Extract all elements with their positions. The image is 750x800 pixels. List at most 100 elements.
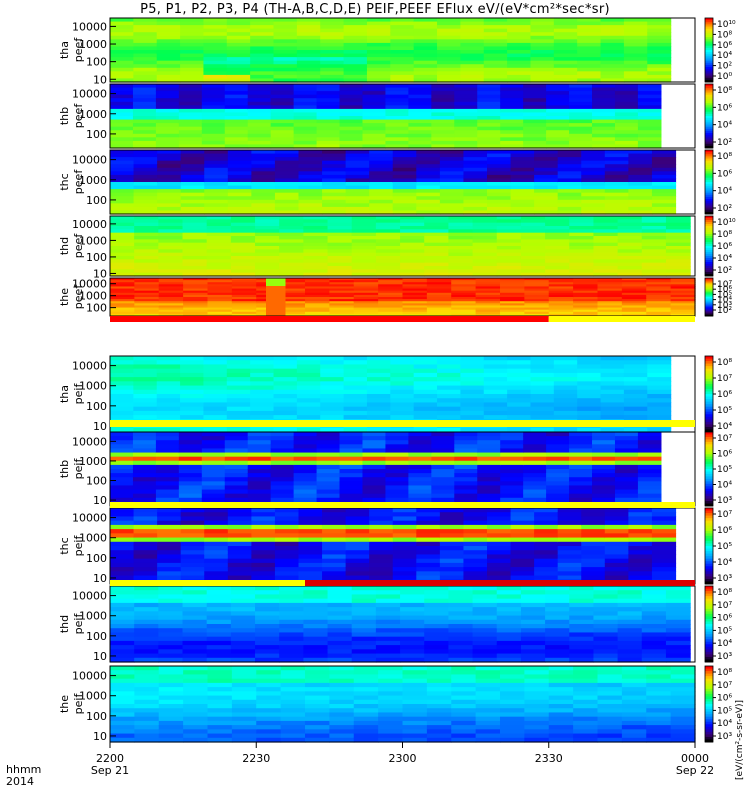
heatmap-cell: [416, 167, 441, 172]
heatmap-cell: [132, 84, 157, 89]
heatmap-cell: [500, 712, 525, 718]
heatmap-cell: [451, 292, 477, 296]
heatmap-cell: [329, 699, 355, 705]
heatmap-cell: [133, 520, 158, 526]
heatmap-cell: [534, 192, 559, 197]
heatmap-cell: [520, 242, 546, 247]
heatmap-cell: [665, 594, 691, 600]
heatmap-cell: [182, 653, 208, 659]
heatmap-cell: [646, 311, 672, 315]
heatmap-cell: [617, 262, 643, 267]
colorbar-step: [705, 381, 713, 385]
heatmap-cell: [614, 123, 639, 128]
colorbar-step: [705, 566, 713, 570]
heatmap-cell: [378, 288, 404, 292]
heatmap-cell: [351, 611, 377, 617]
heatmap-cell: [569, 632, 595, 638]
colorbar-step: [705, 368, 713, 372]
heatmap-cell: [133, 46, 158, 51]
heatmap-cell: [641, 611, 667, 617]
heatmap-cell: [293, 464, 318, 470]
heatmap-cell: [460, 32, 485, 37]
heatmap-cell: [247, 432, 272, 437]
heatmap-cell: [426, 307, 452, 311]
heatmap-cell: [573, 288, 599, 292]
heatmap-cell: [369, 537, 394, 543]
colorbar-step: [705, 313, 713, 316]
heatmap-cell: [378, 695, 404, 701]
heatmap-cell: [617, 590, 643, 596]
heatmap-cell: [577, 410, 602, 416]
heatmap-cell: [157, 210, 182, 215]
colorbar-step: [705, 676, 713, 680]
heatmap-cell: [523, 481, 547, 487]
heatmap-cell: [110, 288, 135, 292]
heatmap-cell: [408, 489, 432, 495]
heatmap-cell: [339, 137, 364, 142]
heatmap-cell: [256, 720, 282, 726]
heatmap-cell: [454, 440, 478, 445]
heatmap-cell: [413, 398, 438, 404]
heatmap-cell: [400, 619, 425, 625]
heatmap-cell: [451, 699, 477, 705]
heatmap-cell: [247, 448, 272, 454]
heatmap-cell: [621, 282, 647, 285]
heatmap-cell: [534, 554, 559, 560]
heatmap-cell: [203, 381, 228, 387]
colorbar-step: [705, 421, 713, 425]
heatmap-cell: [279, 229, 304, 234]
heatmap-cell: [230, 586, 256, 591]
heatmap-cell: [646, 278, 672, 281]
heatmap-cell: [500, 126, 524, 131]
heatmap-cell: [641, 628, 667, 634]
heatmap-cell: [665, 611, 691, 617]
heatmap-cell: [614, 469, 639, 474]
colorbar-step: [705, 303, 713, 306]
heatmap-cell: [339, 140, 364, 146]
heatmap-cell: [454, 108, 478, 114]
heatmap-cell: [329, 309, 355, 313]
colorbar-step: [705, 169, 713, 172]
heatmap-cell: [303, 272, 329, 277]
heatmap-cell: [597, 666, 623, 671]
heatmap-cell: [230, 229, 256, 234]
heatmap-cell: [483, 78, 508, 83]
heatmap-cell: [273, 402, 298, 408]
heatmap-cell: [569, 116, 593, 121]
heatmap-cell: [500, 489, 524, 495]
heatmap-cell: [385, 137, 409, 142]
heatmap-cell: [316, 126, 341, 131]
colorbar-step: [705, 122, 713, 126]
heatmap-cell: [158, 624, 184, 629]
heatmap-cell: [327, 226, 353, 230]
heatmap-cell: [548, 729, 574, 735]
heatmap-cell: [353, 670, 379, 676]
heatmap-cell: [110, 178, 135, 183]
heatmap-cell: [298, 571, 323, 577]
heatmap-cell: [345, 508, 370, 513]
heatmap-cell: [378, 294, 404, 298]
heatmap-cell: [279, 640, 304, 646]
heatmap-cell: [351, 628, 377, 634]
heatmap-cell: [296, 32, 321, 37]
heatmap-cell: [510, 524, 535, 530]
heatmap-cell: [201, 481, 226, 487]
heatmap-cell: [273, 64, 298, 69]
heatmap-cell: [158, 269, 184, 274]
heatmap-cell: [581, 167, 606, 172]
heatmap-cell: [322, 558, 347, 564]
heatmap-cell: [500, 105, 524, 110]
heatmap-cell: [460, 67, 485, 72]
heatmap-cell: [507, 46, 532, 51]
heatmap-cell: [475, 666, 501, 671]
heatmap-cell: [621, 699, 647, 705]
heatmap-cell: [646, 733, 672, 739]
heatmap-cell: [296, 21, 321, 26]
heatmap-cell: [182, 229, 208, 234]
heatmap-cell: [573, 733, 599, 739]
heatmap-cell: [573, 309, 599, 313]
heatmap-cell: [280, 708, 306, 714]
colorbar-step: [705, 64, 713, 68]
heatmap-cell: [392, 541, 417, 547]
heatmap-cell: [206, 239, 232, 244]
